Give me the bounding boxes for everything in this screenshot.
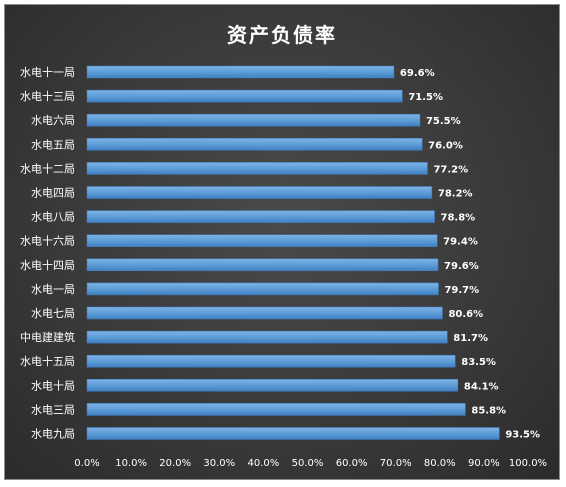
x-tick-label: 80.0% [424,458,456,469]
category-label: 水电四局 [31,187,75,200]
bar [86,234,438,247]
x-tick-label: 10.0% [115,458,147,469]
category-label: 水电八局 [31,211,75,224]
category-label: 水电五局 [31,138,75,151]
x-tick-label: 20.0% [159,458,191,469]
category-label: 中电建建筑 [20,330,75,344]
bar [86,258,439,272]
bar [86,89,403,103]
category-label: 水电九局 [31,428,75,441]
bars [86,65,500,440]
bar [86,186,433,199]
category-label: 水电一局 [31,283,75,296]
bar [86,330,448,344]
bar [86,162,428,175]
bar [86,403,466,416]
y-axis-labels: 水电十一局水电十三局水电六局水电五局水电十二局水电四局水电八局水电十六局水电十四… [20,65,75,441]
value-label: 84.1% [464,381,499,392]
value-label: 83.5% [461,357,496,368]
chart-frame: 资产负债率 水电十一局 水电十三局 水电六局 水电五局 水电十二局 水电四局 水电八局 水电十… [4,4,560,480]
value-label: 81.7% [453,333,488,344]
value-labels: 69.6% 71.5% 75.5% 76.0% 77.2% 78.2% 78.8% 79.4%… [400,68,540,441]
bar [86,379,459,392]
bar [86,210,435,223]
x-tick-label: 70.0% [380,458,412,469]
category-label: 水电十四局 [20,258,75,272]
bar [86,65,395,79]
value-label: 76.0% [428,140,463,151]
x-tick-label: 90.0% [468,458,500,469]
bar [86,138,423,151]
x-tick-label: 0.0% [74,458,99,469]
value-label: 79.4% [443,237,478,248]
x-axis-ticks: 0.0% 10.0% 20.0% 30.0% 40.0% 50.0% 60.0% 70.0% 8… [74,458,547,469]
value-label: 93.5% [505,430,540,441]
bar [86,306,443,320]
category-label: 水电三局 [31,403,75,416]
category-label: 水电十六局 [20,234,75,248]
bar [86,427,500,440]
value-label: 75.5% [426,116,461,127]
x-tick-label: 40.0% [248,458,280,469]
bar [86,282,439,296]
category-label: 水电七局 [31,307,75,320]
category-label: 水电十一局 [20,65,75,79]
bar [86,354,456,368]
value-label: 78.8% [441,213,476,224]
value-label: 69.6% [400,68,435,79]
value-label: 77.2% [433,164,468,175]
value-label: 78.2% [438,189,473,200]
category-label: 水电十局 [31,378,75,392]
category-label: 水电十三局 [20,89,75,103]
x-tick-label: 60.0% [336,458,368,469]
x-tick-label: 100.0% [509,458,547,469]
x-tick-label: 30.0% [203,458,235,469]
category-label: 水电十五局 [20,354,75,368]
chart-title: 资产负债率 [227,23,337,47]
category-label: 水电十二局 [20,161,75,175]
bar [86,113,421,127]
value-label: 71.5% [408,92,443,103]
bar-chart: 水电十一局水电十三局水电六局水电五局水电十二局水电四局水电八局水电十六局水电十四… [20,65,547,469]
category-label: 水电六局 [31,114,75,127]
value-label: 79.6% [444,261,479,272]
value-label: 79.7% [444,285,479,296]
x-tick-label: 50.0% [292,458,324,469]
value-label: 85.8% [471,405,506,416]
value-label: 80.6% [448,309,483,320]
